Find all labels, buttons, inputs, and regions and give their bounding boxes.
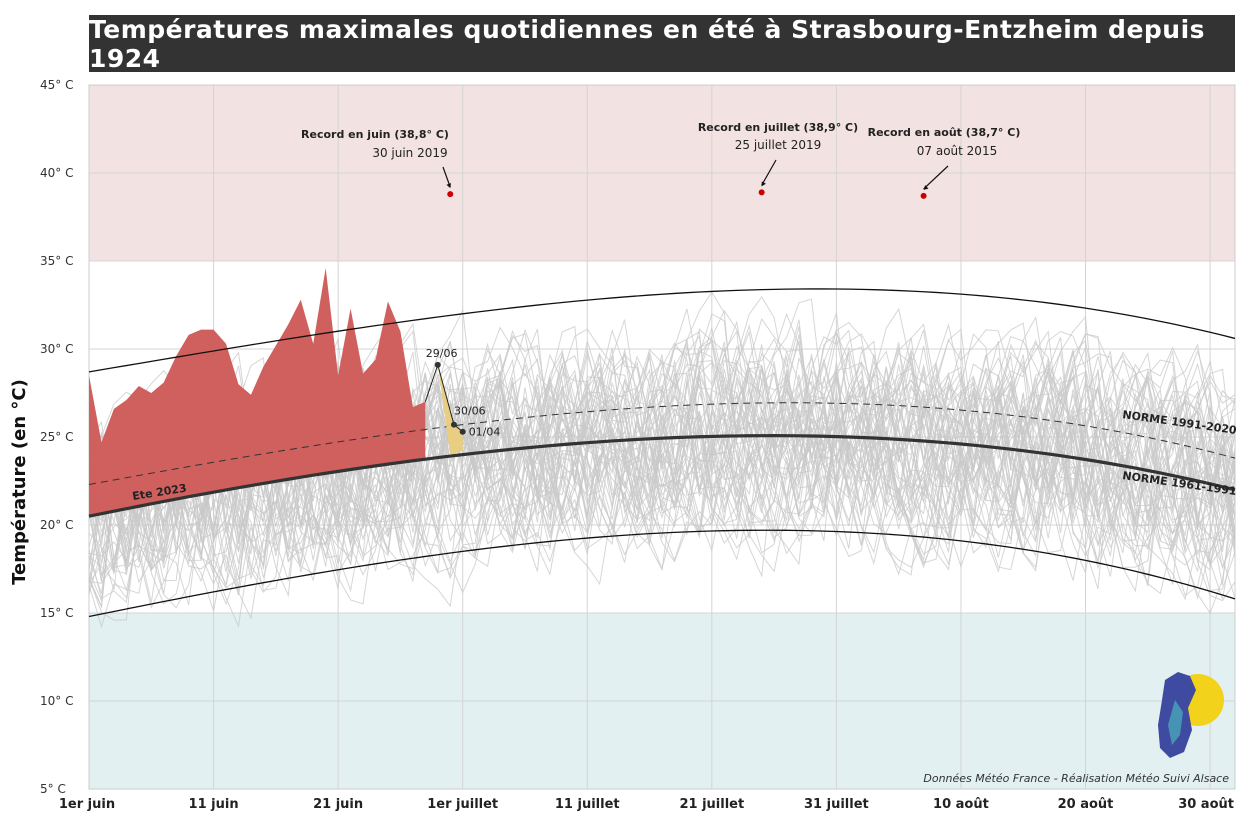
- x-tick-label: 31 juillet: [804, 797, 869, 812]
- history-line: [88, 308, 1236, 572]
- record-marker: [447, 191, 454, 198]
- record-date: 07 août 2015: [917, 144, 997, 158]
- chart-title: Températures maximales quotidiennes en é…: [89, 15, 1235, 73]
- y-axis: 45° C 40° C 35° C 30° C 25° C 20° C 15° C 10° C…: [40, 78, 73, 796]
- record-annotations: Record en juin (38,8° C) 30 juin 2019 Reco…: [301, 121, 1020, 199]
- recent-day-label: 29/06: [426, 347, 458, 360]
- x-axis: 1er juin 11 juin 21 juin 1er juillet 11 juil…: [59, 797, 1234, 812]
- recent-days: 29/06 30/06 01/04: [424, 347, 501, 455]
- y-tick-label: 15° C: [40, 606, 73, 620]
- history-line: [88, 350, 1236, 609]
- record-label: Record en juillet (38,9° C): [698, 121, 858, 134]
- recent-day-point: [434, 361, 441, 368]
- record-marker: [920, 192, 927, 199]
- record-date: 25 juillet 2019: [735, 138, 821, 152]
- y-tick-label: 35° C: [40, 254, 73, 268]
- recent-day-point: [450, 421, 457, 428]
- history-line: [88, 354, 1236, 600]
- x-tick-label: 11 juin: [189, 797, 239, 812]
- record-date: 30 juin 2019: [372, 146, 447, 160]
- recent-days-fill: [437, 364, 463, 455]
- record-arrowhead: [761, 181, 766, 187]
- x-tick-label: 21 juillet: [679, 797, 744, 812]
- record-arrowhead: [446, 183, 452, 189]
- credit-text: Données Météo France - Réalisation Météo…: [923, 772, 1229, 785]
- y-tick-label: 5° C: [40, 782, 66, 796]
- record-arrow: [442, 166, 451, 188]
- y-axis-label: Température (en °C): [9, 379, 30, 585]
- x-tick-label: 20 août: [1058, 797, 1114, 812]
- x-tick-label: 1er juillet: [427, 797, 498, 812]
- norm-line: [88, 402, 1236, 486]
- recent-day-label: 30/06: [454, 405, 486, 418]
- norm-line: [88, 434, 1236, 518]
- history-line: [88, 334, 1236, 586]
- recent-days-line: [424, 363, 464, 433]
- x-tick-label: 10 août: [933, 797, 989, 812]
- record-arrow: [761, 159, 777, 186]
- y-tick-label: 40° C: [40, 166, 73, 180]
- norm-line: [88, 288, 1236, 373]
- recent-day-point: [459, 428, 466, 435]
- y-tick-label: 25° C: [40, 430, 73, 444]
- record-label: Record en juin (38,8° C): [301, 128, 449, 141]
- x-tick-label: 11 juillet: [555, 797, 620, 812]
- x-tick-label: 30 août: [1178, 797, 1234, 812]
- record-marker: [758, 189, 765, 196]
- x-tick-label: 21 juin: [313, 797, 363, 812]
- summer-2023-fill: [89, 268, 426, 517]
- record-arrowhead: [923, 185, 929, 190]
- history-line: [88, 315, 1236, 600]
- history-line: [88, 319, 1236, 609]
- record-label: Record en août (38,7° C): [868, 126, 1021, 139]
- norm-line: [88, 529, 1236, 618]
- y-tick-label: 45° C: [40, 78, 73, 92]
- y-tick-label: 30° C: [40, 342, 73, 356]
- norm-lines: [88, 288, 1236, 618]
- record-arrow: [923, 165, 949, 190]
- y-tick-label: 20° C: [40, 518, 73, 532]
- history-line: [88, 335, 1236, 620]
- meteo-suivi-alsace-logo: [1158, 672, 1224, 758]
- y-tick-label: 10° C: [40, 694, 73, 708]
- logo-region-highlight: [1168, 700, 1183, 745]
- history-line: [88, 351, 1236, 609]
- recent-day-label: 01/04: [469, 426, 501, 439]
- x-tick-label: 1er juin: [59, 797, 115, 812]
- summer-2023-area: [89, 268, 426, 517]
